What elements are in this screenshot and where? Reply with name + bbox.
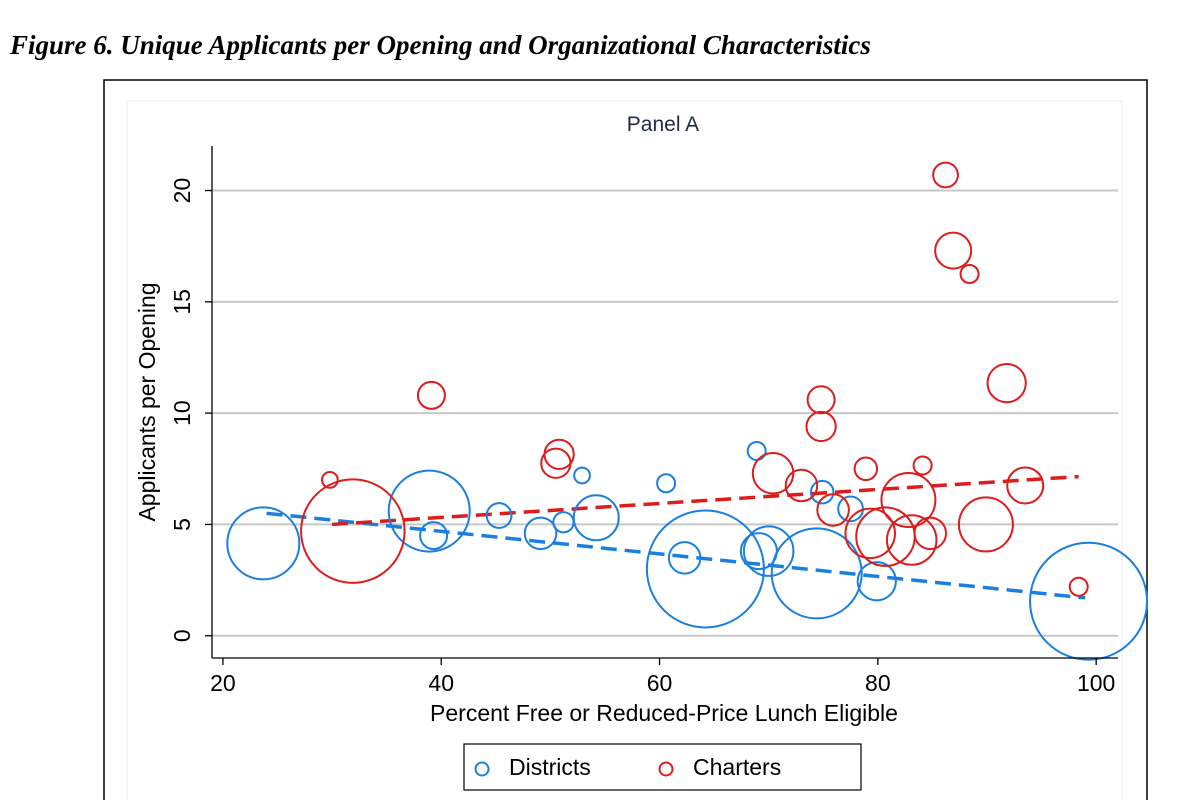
districts-point-1 — [387, 469, 471, 553]
figure-title: Figure 6. Unique Applicants per Opening … — [10, 30, 871, 60]
charters-point-23 — [1068, 576, 1089, 597]
districts-point-2 — [419, 521, 449, 551]
charters-point-2 — [416, 380, 446, 410]
charters-point-15 — [912, 455, 933, 476]
panel-title: Panel A — [627, 113, 699, 136]
axes — [211, 146, 1118, 659]
charters-point-6 — [784, 468, 819, 503]
legend-marker-districts — [474, 761, 490, 777]
charters-point-16 — [913, 516, 948, 551]
charters-point-18 — [934, 231, 973, 270]
plot-region-bg — [126, 100, 1123, 800]
x-axis-label: Percent Free or Reduced-Price Lunch Elig… — [430, 700, 898, 726]
charters-point-19 — [959, 264, 980, 284]
y-tick-label-20: 20 — [169, 178, 195, 204]
x-tick-label-80: 80 — [865, 670, 891, 696]
charters-point-8 — [805, 410, 837, 443]
districts-point-13 — [742, 525, 795, 577]
charters-point-5 — [751, 451, 795, 495]
districts-point-14 — [770, 527, 863, 620]
charters-point-22 — [1006, 466, 1045, 505]
legend-marker-charters — [658, 761, 674, 777]
fit-lines — [266, 474, 1086, 600]
districts-point-6 — [573, 466, 591, 485]
y-tick-label-15: 15 — [169, 289, 195, 315]
grid-lines — [212, 189, 1118, 637]
districts-point-8 — [656, 473, 677, 494]
y-tick-label-10: 10 — [169, 400, 195, 426]
charters-point-20 — [957, 496, 1014, 553]
y-axis-label: Applicants per Opening — [134, 282, 160, 521]
legend-label-districts: Districts — [509, 754, 591, 780]
y-tick-label-5: 5 — [169, 518, 195, 531]
legend: Districts Charters — [463, 743, 862, 791]
legend-label-charters: Charters — [693, 754, 781, 780]
districts-point-18 — [1029, 541, 1149, 661]
charters-fit-line — [331, 474, 1079, 527]
districts-point-7 — [572, 494, 620, 542]
y-tick-label-0: 0 — [169, 629, 195, 642]
charters-point-13 — [880, 471, 937, 528]
axis-ticks: 0 5 10 15 20 20 40 60 80 100 — [169, 178, 1115, 696]
districts-point-0 — [226, 506, 301, 581]
charters-point-7 — [806, 385, 836, 415]
charters-point-11 — [844, 507, 896, 560]
x-tick-label-20: 20 — [210, 670, 236, 696]
charters-point-17 — [932, 161, 959, 189]
x-tick-label-100: 100 — [1077, 670, 1115, 696]
legend-box — [463, 743, 862, 791]
charters-point-14 — [885, 514, 938, 566]
charters-point-9 — [816, 493, 850, 527]
scatter-points — [226, 161, 1149, 661]
districts-point-9 — [667, 541, 702, 575]
charters-point-10 — [853, 456, 879, 482]
x-tick-label-40: 40 — [428, 670, 454, 696]
x-tick-label-60: 60 — [647, 670, 673, 696]
charters-point-4 — [543, 438, 575, 470]
districts-point-4 — [523, 516, 558, 551]
districts-point-3 — [485, 502, 513, 529]
charters-point-0 — [321, 471, 339, 489]
districts-fit-line — [266, 511, 1086, 600]
charters-point-1 — [300, 478, 406, 584]
charters-point-21 — [986, 362, 1027, 404]
districts-point-15 — [809, 479, 835, 505]
districts-point-17 — [856, 561, 897, 602]
